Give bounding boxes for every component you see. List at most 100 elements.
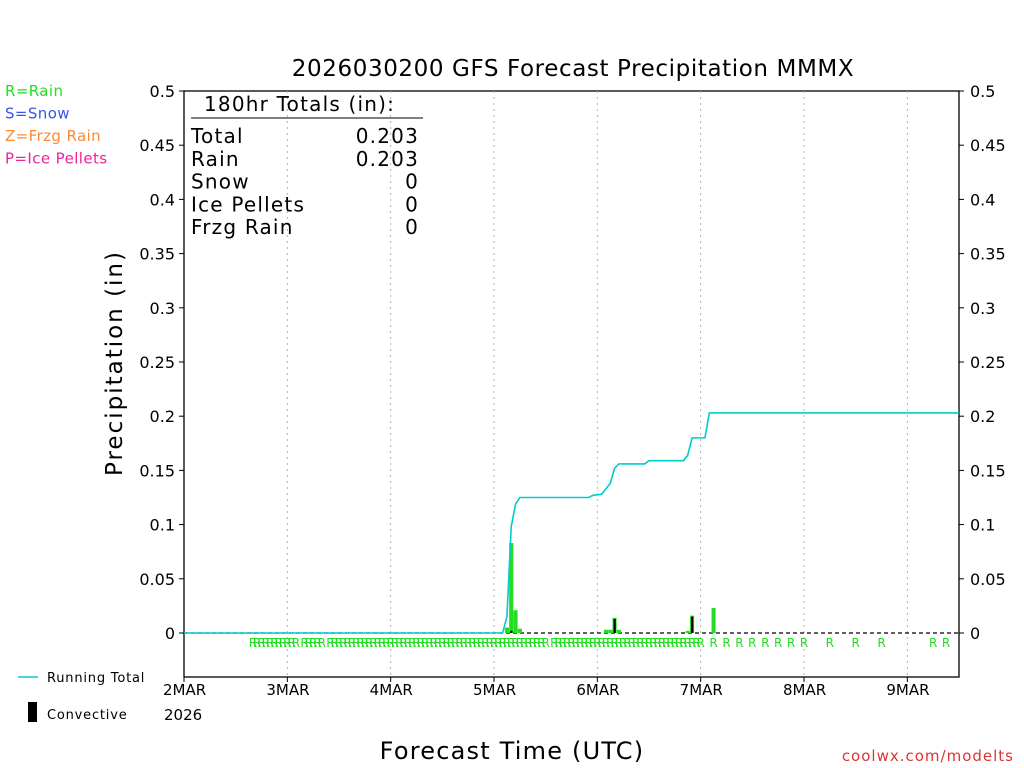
ptype-mark: R [361,636,369,650]
ptype-mark: R [735,636,743,650]
ptype-mark: R [498,636,506,650]
ptype-mark: R [348,636,356,650]
totals-value: 0.203 [356,147,419,171]
ptype-legend-entry: P=Ice Pellets [5,150,107,168]
y-tick-label-right: 0.1 [970,516,995,535]
y-tick-label-right: 0.35 [970,245,1006,264]
ptype-mark: R [430,636,438,650]
ptype-mark: R [309,636,317,650]
ptype-mark: R [800,636,808,650]
ptype-mark: R [877,636,885,650]
ptype-mark: R [541,636,549,650]
totals-box: 180hr Totals (in): Total 0.203 Rain 0.203 Sn… [190,92,423,239]
ptype-mark: R [826,636,834,650]
ptype-mark: R [412,636,420,650]
ptype-mark: R [602,636,610,650]
totals-value: 0 [405,192,419,216]
credit-text: coolwx.com/modelts [842,747,1014,765]
ptype-mark: R [494,636,502,650]
precip-bar [685,630,690,633]
ptype-mark: R [851,636,859,650]
ptype-mark: R [748,636,756,650]
ptype-mark: R [326,636,334,650]
ptype-mark: R [636,636,644,650]
ptype-mark: R [279,636,287,650]
ptype-mark: R [382,636,390,650]
ptype-mark: R [567,636,575,650]
ptype-mark: R [649,636,657,650]
ptype-mark: R [688,636,696,650]
ptype-legend-entry: R=Rain [5,82,63,100]
ptype-mark: R [787,636,795,650]
ptype-mark: R [408,636,416,650]
precip-bars [504,543,716,633]
ptype-mark: R [597,636,605,650]
ptype-mark: R [550,636,558,650]
ptype-mark: R [516,636,524,650]
totals-value: 0 [405,215,419,239]
ptype-mark: R [404,636,412,650]
ptype-mark: R [589,636,597,650]
y-tick-label: 0.15 [139,461,175,480]
ptype-mark: R [313,636,321,650]
ptype-mark: R [318,636,326,650]
x-axis: 2MAR 3MAR 4MAR 5MAR 6MAR 7MAR 8MAR 9MAR [163,677,930,699]
y-tick-label: 0.3 [150,299,175,318]
ptype-mark: R [434,636,442,650]
ptype-mark: R [300,636,308,650]
year-label: 2026 [164,706,202,724]
ptype-mark: R [391,636,399,650]
ptype-mark: R [421,636,429,650]
ptype-mark: R [576,636,584,650]
x-tick-label: 3MAR [266,681,309,699]
ptype-mark: R [417,636,425,650]
y-tick-label: 0.4 [150,190,175,209]
ptype-mark: R [619,636,627,650]
y-tick-label: 0.1 [150,516,175,535]
ptype-mark: R [774,636,782,650]
ptype-mark: R [537,636,545,650]
totals-name: Rain [191,147,240,171]
running-total-legend-label: Running Total [47,671,145,686]
convective-legend-label: Convective [47,708,128,723]
y-tick-label: 0.35 [139,245,175,264]
ptype-mark: R [374,636,382,650]
y-tick-label: 0.2 [150,407,175,426]
precip-bar [513,610,518,633]
ptype-mark: R [473,636,481,650]
ptype-mark: R [442,636,450,650]
plot-area [183,90,960,678]
ptype-mark: R [468,636,476,650]
y-tick-label-right: 0.15 [970,461,1006,480]
ptype-mark: R [653,636,661,650]
convective-bar [691,616,694,633]
ptype-mark: R [275,636,283,650]
ptype-mark: R [666,636,674,650]
ptype-mark: R [692,636,700,650]
y-tick-label-right: 0.5 [970,82,995,101]
x-tick-label: 4MAR [370,681,413,699]
ptype-mark: R [481,636,489,650]
ptype-mark: R [395,636,403,650]
ptype-mark: R [593,636,601,650]
ptype-mark: R [662,636,670,650]
ptype-mark: R [632,636,640,650]
y-tick-label: 0.25 [139,353,175,372]
ptype-mark: R [451,636,459,650]
ptype-mark: R [929,636,937,650]
ptype-mark: R [399,636,407,650]
convective-bar [613,618,616,633]
convective-legend-swatch [28,702,37,722]
totals-name: Snow [191,170,250,194]
ptype-mark: R [580,636,588,650]
ptype-mark: R [339,636,347,650]
precip-bar [608,629,613,633]
ptype-mark: R [641,636,649,650]
ptype-mark: R [615,636,623,650]
line-legend: Running Total Convective [18,671,145,723]
y-tick-label-right: 0.25 [970,353,1006,372]
ptype-mark: R [438,636,446,650]
ptype-mark: R [610,636,618,650]
